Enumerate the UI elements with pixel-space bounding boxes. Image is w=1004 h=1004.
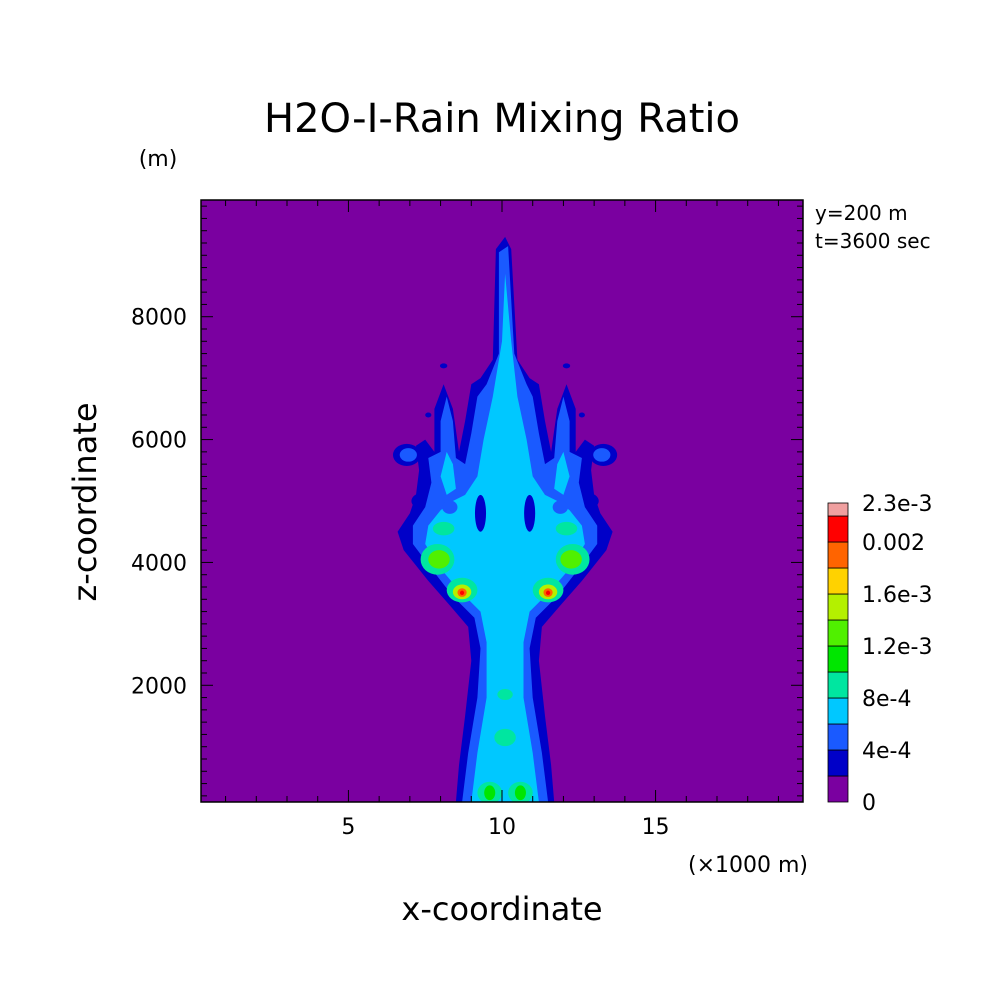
contour-hole (524, 494, 536, 532)
colorbar-swatch (827, 541, 849, 569)
x-tick-label: 10 (488, 815, 516, 840)
colorbar-swatch (827, 723, 849, 751)
contour-band-1.2e-3 (514, 785, 526, 801)
contour-hole (552, 500, 569, 514)
x-unit-label: (×1000 m) (688, 853, 808, 878)
colorbar-swatch (827, 502, 849, 517)
colorbar-swatch (827, 775, 849, 803)
annotation-t: t=3600 sec (815, 229, 931, 253)
contour-blob (578, 412, 585, 418)
contour-band-8e-4 (425, 273, 585, 802)
y-tick-label: 6000 (131, 429, 187, 454)
plot-area (200, 199, 804, 803)
contour-band-8e-4 (502, 765, 509, 802)
colorbar-label: 2.3e-3 (862, 492, 932, 517)
contour-hole (474, 494, 487, 532)
colorbar (827, 502, 849, 803)
contour-band-1e-3 (555, 521, 578, 536)
contour-arm (440, 451, 456, 495)
contour-peak (459, 590, 465, 595)
y-axis-label: z-coordinate (66, 402, 104, 601)
x-axis-label: x-coordinate (401, 890, 602, 928)
contour-blob (562, 363, 571, 369)
axis-ticks (201, 200, 803, 802)
y-tick-label: 8000 (131, 306, 187, 331)
contour-blob (399, 448, 417, 462)
colorbar-swatch (827, 567, 849, 595)
colorbar-label: 1.6e-3 (862, 583, 932, 608)
contour-field (392, 236, 618, 802)
colorbar-swatch (827, 671, 849, 699)
colorbar-swatch (827, 515, 849, 543)
y-tick-label: 2000 (131, 674, 187, 699)
contour-band-1.2e-3 (484, 785, 496, 801)
contour-blob (593, 448, 611, 462)
x-tick-labels: 5 10 15 (341, 815, 669, 840)
colorbar-label: 8e-4 (862, 687, 911, 712)
contour-peak (545, 590, 551, 595)
chart-title: H2O-I-Rain Mixing Ratio (264, 96, 740, 142)
contour-band-1e-3 (432, 521, 455, 536)
colorbar-labels: 0 4e-4 8e-4 1.2e-3 1.6e-3 0.002 2.3e-3 (862, 492, 932, 816)
colorbar-swatch (827, 645, 849, 673)
colorbar-swatch (827, 697, 849, 725)
y-tick-label: 4000 (131, 551, 187, 576)
annotation-y: y=200 m (815, 201, 908, 225)
contour-hole (442, 500, 458, 514)
colorbar-label: 0.002 (862, 531, 925, 556)
colorbar-label: 0 (862, 791, 876, 816)
contour-blob (425, 412, 432, 418)
contour-band-1.4e-3 (428, 550, 450, 569)
y-tick-labels: 2000 4000 6000 8000 (131, 306, 187, 700)
contour-arm (554, 451, 570, 495)
x-tick-label: 15 (642, 815, 670, 840)
contour-band-1.4e-3 (560, 550, 582, 569)
contour-blob (439, 363, 448, 369)
colorbar-swatch (827, 593, 849, 621)
colorbar-label: 1.2e-3 (862, 635, 932, 660)
x-tick-label: 5 (341, 815, 355, 840)
contour-band-1e-3 (494, 728, 516, 747)
contour-band-1e-3 (497, 688, 513, 701)
colorbar-swatch (827, 619, 849, 647)
y-unit-label: (m) (139, 147, 178, 172)
colorbar-swatch (827, 749, 849, 777)
colorbar-label: 4e-4 (862, 739, 911, 764)
